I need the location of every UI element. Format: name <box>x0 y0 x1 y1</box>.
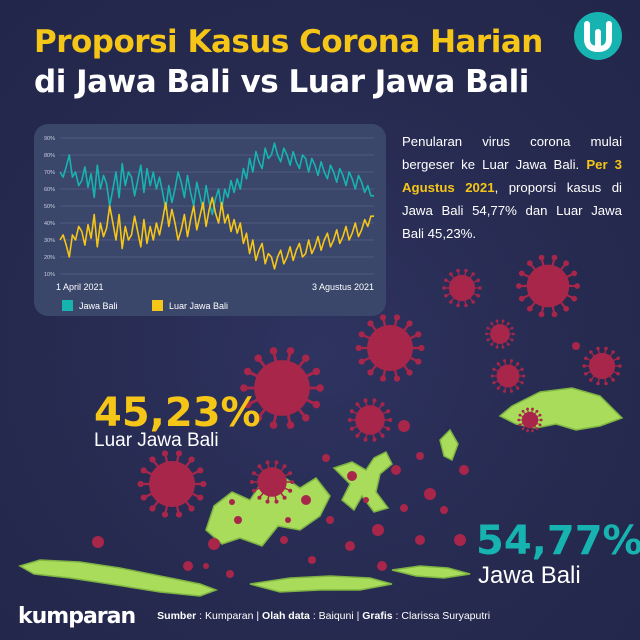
small-virus-icon <box>326 516 334 524</box>
small-virus-icon <box>234 516 242 524</box>
small-virus-icon <box>347 471 357 481</box>
legend-item-luar-jawa-bali: Luar Jawa Bali <box>152 300 228 311</box>
virus-particles <box>92 254 622 578</box>
description-part-2: , proporsi kasus di Jawa Bali 54,77% dan… <box>402 180 622 241</box>
x-label-start: 1 April 2021 <box>56 282 104 292</box>
virus-icon <box>240 347 324 429</box>
y-tick-label: 20% <box>44 255 55 261</box>
source-label: Sumber <box>157 610 197 622</box>
small-virus-icon <box>398 420 410 432</box>
kumparan-brand-logo: kumparan <box>18 603 136 629</box>
java-island <box>249 575 393 593</box>
luar-jawa-bali-label: Luar Jawa Bali <box>94 430 219 451</box>
small-virus-icon <box>203 563 209 569</box>
small-virus-icon <box>322 454 330 462</box>
small-virus-icon <box>459 465 469 475</box>
jawa-bali-percentage: 54,77% <box>476 518 640 564</box>
line-chart: 10% 20% 30% 40% 50% 60% 70% 80% 90% 1 April 2021… <box>44 136 374 292</box>
data-label: Olah data <box>262 610 310 622</box>
description-paragraph: Penularan virus corona mulai bergeser ke… <box>402 130 622 245</box>
title-line-1: Proporsi Kasus Corona Harian <box>34 24 543 60</box>
y-tick-label: 90% <box>44 136 55 142</box>
small-virus-icon <box>377 561 387 571</box>
small-virus-icon <box>415 535 425 545</box>
small-virus-icon <box>391 465 401 475</box>
x-axis-labels: 1 April 2021 3 Agustus 2021 <box>56 282 374 292</box>
y-tick-label: 10% <box>44 272 55 278</box>
small-virus-icon <box>226 570 234 578</box>
x-label-end: 3 Agustus 2021 <box>312 282 374 292</box>
virus-icon <box>515 254 581 318</box>
legend-label-luar-jawa-bali: Luar Jawa Bali <box>169 300 229 311</box>
title-line-2: di Jawa Bali vs Luar Jawa Bali <box>34 64 529 100</box>
source-value: Kumparan <box>205 610 254 622</box>
small-virus-icon <box>308 556 316 564</box>
maluku-island <box>439 428 459 462</box>
papua-island <box>498 387 624 431</box>
virus-icon <box>582 346 622 386</box>
small-virus-icon <box>301 495 311 505</box>
graphic-label: Grafis <box>362 610 393 622</box>
small-virus-icon <box>363 497 369 503</box>
small-virus-icon <box>372 524 384 536</box>
credits-text: Sumber : Kumparan | Olah data : Baiquni … <box>157 610 491 622</box>
virus-icon <box>485 319 515 349</box>
small-virus-icon <box>345 541 355 551</box>
y-tick-label: 40% <box>44 221 55 227</box>
legend-swatch-jawa-bali <box>62 300 73 311</box>
series-line-luar-jawa-bali <box>59 196 374 270</box>
small-virus-icon <box>416 452 424 460</box>
legend-item-jawa-bali: Jawa Bali <box>62 300 118 311</box>
y-tick-label: 70% <box>44 170 55 176</box>
data-value: Baiquni <box>318 610 354 622</box>
small-virus-icon <box>229 499 235 505</box>
sumatra-island <box>18 559 219 597</box>
y-tick-label: 50% <box>44 204 55 210</box>
kumparan-u-logo-icon <box>574 12 622 60</box>
y-tick-label: 30% <box>44 238 55 244</box>
y-tick-label: 80% <box>44 153 55 159</box>
small-virus-icon <box>285 517 291 523</box>
kalimantan-island <box>205 475 331 547</box>
legend-label-jawa-bali: Jawa Bali <box>79 300 118 311</box>
jawa-bali-label: Jawa Bali <box>478 562 581 589</box>
description-part-1: Penularan virus corona mulai bergeser ke… <box>402 134 622 172</box>
virus-icon <box>249 460 295 504</box>
map-islands <box>18 387 624 597</box>
luar-jawa-bali-percentage: 45,23% <box>94 390 261 436</box>
sulawesi-island <box>332 450 393 513</box>
small-virus-icon <box>440 506 448 514</box>
y-tick-label: 60% <box>44 187 55 193</box>
virus-icon <box>442 268 482 308</box>
small-virus-icon <box>208 538 220 550</box>
virus-icon <box>490 359 526 393</box>
small-virus-icon <box>280 536 288 544</box>
graphic-value: Clarissa Suryaputri <box>401 610 491 622</box>
small-virus-icon <box>424 488 436 500</box>
legend-swatch-luar-jawa-bali <box>152 300 163 311</box>
virus-icon <box>347 398 393 442</box>
virus-icon <box>517 407 543 433</box>
small-virus-icon <box>400 504 408 512</box>
chart-series <box>59 142 374 270</box>
y-axis-tick-labels: 10% 20% 30% 40% 50% 60% 70% 80% 90% <box>44 136 55 278</box>
small-virus-icon <box>572 342 580 350</box>
small-virus-icon <box>183 561 193 571</box>
small-virus-icon <box>92 536 104 548</box>
small-virus-icon <box>454 534 466 546</box>
footer: kumparan Sumber : Kumparan | Olah data :… <box>18 602 490 630</box>
virus-icon <box>137 450 207 518</box>
chart-card: 10% 20% 30% 40% 50% 60% 70% 80% 90% 1 April 2021… <box>34 124 386 316</box>
chart-gridlines <box>60 137 374 275</box>
series-line-jawa-bali <box>59 142 374 216</box>
virus-icon <box>355 314 425 382</box>
nusa-tenggara-island <box>391 565 471 579</box>
description-highlight-date: Per 3 Agustus 2021 <box>402 157 623 195</box>
